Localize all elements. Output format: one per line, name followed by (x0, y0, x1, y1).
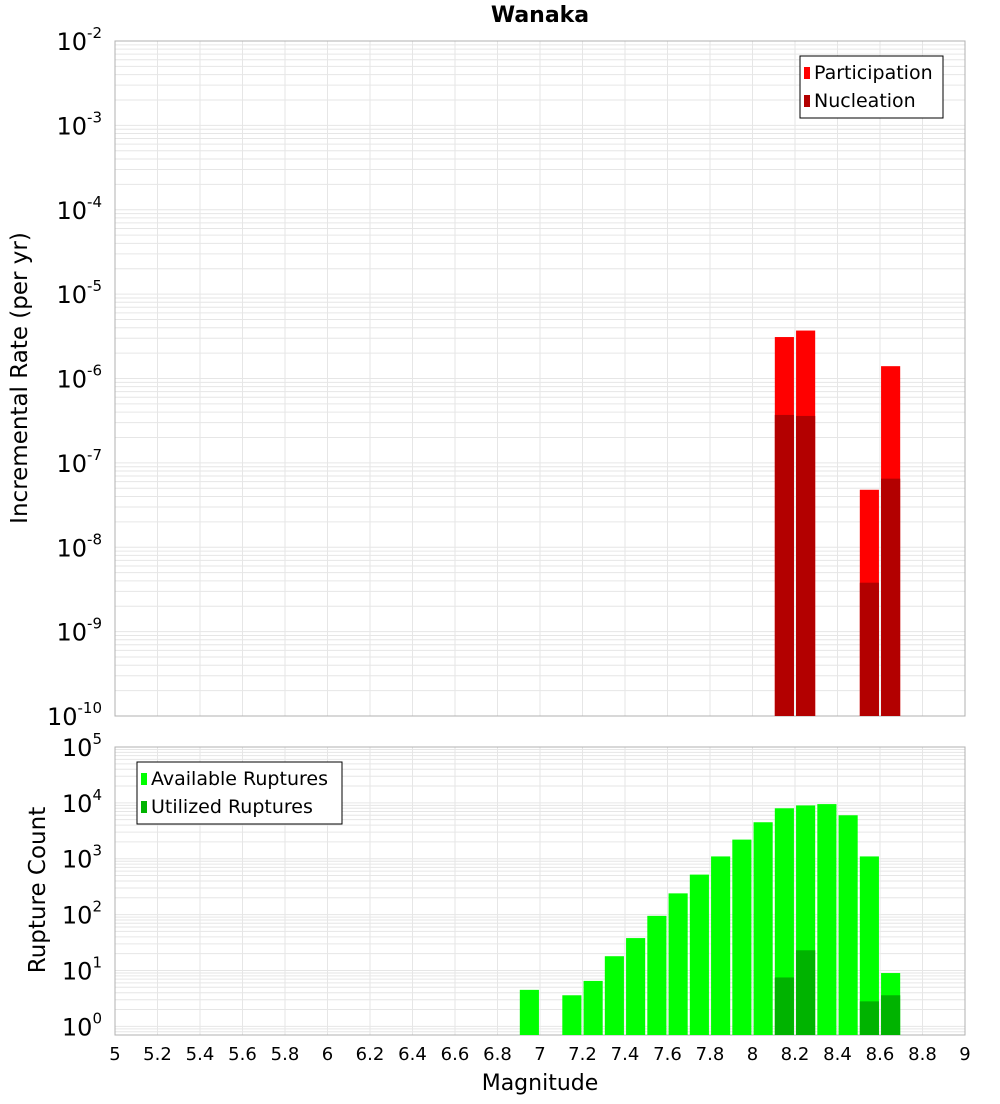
x-tick-label: 6 (322, 1044, 333, 1065)
y-tick-label: 10-5 (56, 277, 102, 309)
bar-nucleation (774, 414, 794, 716)
bottom-plot-panel: 105 104 103 102 101 100 5 5.2 5.4 5.6 5.8 6 6.2 6.4 6.… (62, 730, 971, 1065)
legend-swatch (141, 801, 147, 813)
bottom-y-axis-label: Rupture Count (25, 807, 51, 973)
legend-label: Available Ruptures (151, 768, 328, 790)
y-tick-label: 101 (62, 953, 102, 985)
y-tick-label: 100 (62, 1009, 102, 1041)
bar-utilized-ruptures (859, 1001, 879, 1035)
y-tick-label: 10-2 (56, 24, 102, 56)
bar-nucleation (796, 415, 816, 716)
y-tick-label: 102 (62, 898, 102, 930)
x-tick-label: 5.8 (271, 1044, 300, 1065)
bar-nucleation (881, 478, 901, 716)
y-tick-label: 105 (62, 730, 102, 762)
bar-available-ruptures (604, 956, 624, 1035)
y-tick-label: 10-10 (47, 699, 102, 731)
bar-available-ruptures (562, 995, 582, 1035)
bar-available-ruptures (668, 893, 688, 1035)
x-tick-label: 5 (109, 1044, 120, 1065)
x-tick-label: 7.2 (568, 1044, 597, 1065)
y-tick-label: 10-4 (56, 193, 102, 225)
bar-nucleation (859, 582, 879, 716)
bar-utilized-ruptures (881, 995, 901, 1035)
x-tick-label: 6.2 (356, 1044, 385, 1065)
bar-available-ruptures (647, 915, 667, 1035)
x-tick-label: 8.4 (823, 1044, 852, 1065)
top-y-axis-label: Incremental Rate (per yr) (7, 232, 33, 524)
bar-available-ruptures (689, 874, 709, 1035)
x-tick-label: 8.8 (908, 1044, 937, 1065)
bar-available-ruptures (583, 980, 603, 1035)
bar-utilized-ruptures (796, 950, 816, 1035)
x-tick-label: 6.4 (398, 1044, 427, 1065)
bar-available-ruptures (753, 822, 773, 1035)
legend-box (136, 761, 343, 825)
legend: Available Ruptures Utilized Ruptures (136, 761, 343, 825)
bar-available-ruptures (838, 815, 858, 1035)
y-tick-label: 10-6 (56, 362, 102, 394)
x-axis-label: Magnitude (482, 1071, 599, 1096)
x-tick-label: 7.6 (653, 1044, 682, 1065)
legend-swatch (804, 95, 810, 107)
bar-available-ruptures (732, 839, 752, 1035)
x-tick-label: 8.2 (781, 1044, 810, 1065)
x-tick-label: 5.2 (143, 1044, 172, 1065)
legend-label: Participation (814, 62, 933, 84)
y-tick-label: 10-9 (56, 615, 102, 647)
bar-available-ruptures (859, 856, 879, 1035)
chart-title: Wanaka (491, 3, 589, 28)
x-tick-label: 9 (959, 1044, 970, 1065)
x-tick-label: 6.6 (441, 1044, 470, 1065)
y-tick-label: 103 (62, 842, 102, 874)
bar-available-ruptures (626, 938, 646, 1035)
legend: Participation Nucleation (799, 55, 944, 119)
x-tick-label: 8 (747, 1044, 758, 1065)
legend-box (799, 55, 944, 119)
y-tick-label: 10-8 (56, 530, 102, 562)
y-tick-label: 104 (62, 786, 102, 818)
top-plot-panel: 10-2 10-3 10-4 10-5 10-6 10-7 10-8 10-9 10-10 Par… (47, 24, 966, 731)
x-tick-label: 5.6 (228, 1044, 257, 1065)
bar-available-ruptures (817, 804, 837, 1035)
x-tick-label: 7 (534, 1044, 545, 1065)
x-tick-label: 7.4 (611, 1044, 640, 1065)
legend-label: Nucleation (814, 90, 916, 112)
legend-swatch (804, 67, 810, 79)
bar-available-ruptures (519, 989, 539, 1035)
x-tick-label: 8.6 (866, 1044, 895, 1065)
bar-available-ruptures (711, 856, 731, 1035)
x-tick-label: 7.8 (696, 1044, 725, 1065)
x-tick-label: 6.8 (483, 1044, 512, 1065)
plot-frame (114, 40, 966, 717)
plot-frame (114, 746, 966, 1036)
x-tick-label: 5.4 (186, 1044, 215, 1065)
y-tick-label: 10-7 (56, 446, 102, 478)
y-tick-label: 10-3 (56, 108, 102, 140)
legend-label: Utilized Ruptures (151, 796, 313, 818)
legend-swatch (141, 773, 147, 785)
bar-utilized-ruptures (774, 977, 794, 1035)
